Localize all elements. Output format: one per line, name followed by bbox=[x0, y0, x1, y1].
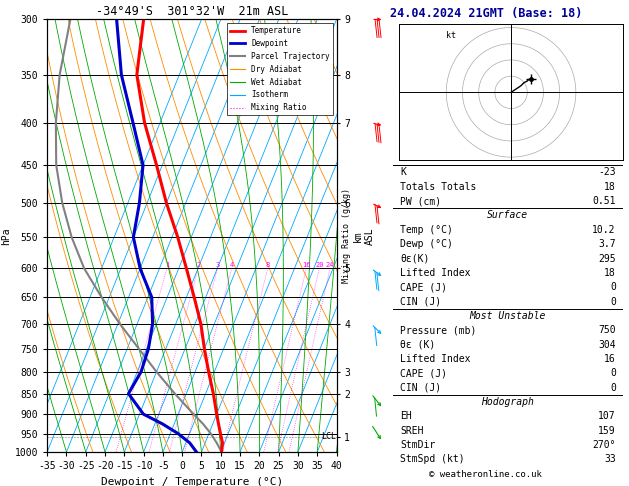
Text: Most Unstable: Most Unstable bbox=[470, 311, 546, 321]
Title: -34°49'S  301°32'W  21m ASL: -34°49'S 301°32'W 21m ASL bbox=[96, 5, 288, 18]
Text: 750: 750 bbox=[598, 325, 616, 335]
Text: SREH: SREH bbox=[400, 426, 423, 435]
Text: 24.04.2024 21GMT (Base: 18): 24.04.2024 21GMT (Base: 18) bbox=[390, 7, 582, 20]
Text: 0: 0 bbox=[610, 368, 616, 378]
Text: kt: kt bbox=[446, 31, 456, 40]
Text: 10.2: 10.2 bbox=[593, 225, 616, 235]
Text: hPa: hPa bbox=[1, 227, 11, 244]
Text: 8: 8 bbox=[265, 262, 270, 268]
X-axis label: Dewpoint / Temperature (°C): Dewpoint / Temperature (°C) bbox=[101, 477, 283, 486]
Text: CIN (J): CIN (J) bbox=[400, 382, 441, 393]
Text: 270°: 270° bbox=[593, 440, 616, 450]
Text: -23: -23 bbox=[598, 167, 616, 177]
Text: 2: 2 bbox=[196, 262, 200, 268]
Text: Hodograph: Hodograph bbox=[481, 397, 535, 407]
Text: LCL: LCL bbox=[321, 432, 336, 441]
Text: 304: 304 bbox=[598, 340, 616, 349]
Text: © weatheronline.co.uk: © weatheronline.co.uk bbox=[430, 469, 542, 479]
Text: K: K bbox=[400, 167, 406, 177]
Text: 0: 0 bbox=[610, 296, 616, 307]
Text: Lifted Index: Lifted Index bbox=[400, 354, 470, 364]
Text: 20: 20 bbox=[315, 262, 323, 268]
Text: 0.51: 0.51 bbox=[593, 196, 616, 206]
Text: 33: 33 bbox=[604, 454, 616, 465]
Text: CAPE (J): CAPE (J) bbox=[400, 282, 447, 292]
Text: StmDir: StmDir bbox=[400, 440, 435, 450]
Text: EH: EH bbox=[400, 411, 412, 421]
Text: 0: 0 bbox=[610, 382, 616, 393]
Text: Mixing Ratio (g/kg): Mixing Ratio (g/kg) bbox=[342, 188, 350, 283]
Text: 3: 3 bbox=[215, 262, 220, 268]
Text: 16: 16 bbox=[302, 262, 311, 268]
Text: Totals Totals: Totals Totals bbox=[400, 182, 476, 192]
Text: 4: 4 bbox=[230, 262, 234, 268]
Text: 295: 295 bbox=[598, 254, 616, 263]
Text: StmSpd (kt): StmSpd (kt) bbox=[400, 454, 465, 465]
Text: Surface: Surface bbox=[487, 210, 528, 221]
Text: 0: 0 bbox=[610, 282, 616, 292]
Text: Dewp (°C): Dewp (°C) bbox=[400, 239, 453, 249]
Text: Pressure (mb): Pressure (mb) bbox=[400, 325, 476, 335]
Text: PW (cm): PW (cm) bbox=[400, 196, 441, 206]
Text: 18: 18 bbox=[604, 182, 616, 192]
Text: 107: 107 bbox=[598, 411, 616, 421]
Text: 16: 16 bbox=[604, 354, 616, 364]
Legend: Temperature, Dewpoint, Parcel Trajectory, Dry Adiabat, Wet Adiabat, Isotherm, Mi: Temperature, Dewpoint, Parcel Trajectory… bbox=[226, 23, 333, 115]
Text: θε (K): θε (K) bbox=[400, 340, 435, 349]
Text: 159: 159 bbox=[598, 426, 616, 435]
Text: CAPE (J): CAPE (J) bbox=[400, 368, 447, 378]
Text: 18: 18 bbox=[604, 268, 616, 278]
Text: 1: 1 bbox=[165, 262, 169, 268]
Text: 3.7: 3.7 bbox=[598, 239, 616, 249]
Text: Temp (°C): Temp (°C) bbox=[400, 225, 453, 235]
Y-axis label: km
ASL: km ASL bbox=[353, 227, 374, 244]
Text: θε(K): θε(K) bbox=[400, 254, 430, 263]
Text: 24: 24 bbox=[326, 262, 335, 268]
Text: Lifted Index: Lifted Index bbox=[400, 268, 470, 278]
Text: CIN (J): CIN (J) bbox=[400, 296, 441, 307]
